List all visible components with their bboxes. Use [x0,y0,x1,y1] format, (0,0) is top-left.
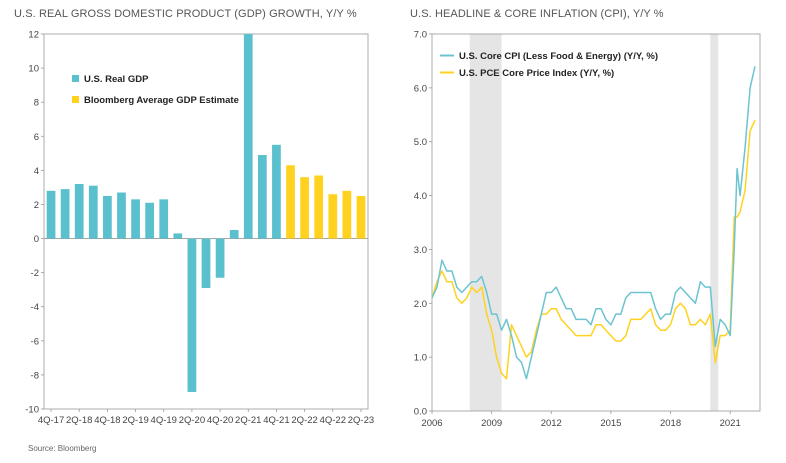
gdp-bar-actual [215,238,225,278]
gdp-bar-actual [201,238,211,288]
source-note: Source: Bloomberg [28,444,97,453]
gdp-plot-frame [43,33,369,410]
gdp-y-tick-label: -2 [31,268,39,279]
inflation-y-tick-label: 4.0 [414,191,427,202]
gdp-y-tick-label: 10 [28,64,39,75]
gdp-x-tick-label: 4Q-21 [263,415,289,426]
gdp-bar-actual [257,155,267,239]
inflation-legend-label: U.S. Core CPI (Less Food & Energy) (Y/Y,… [459,51,658,62]
gdp-bar-estimate [286,165,295,239]
inflation-x-tick-label: 2018 [660,418,681,429]
gdp-legend-label: Bloomberg Average GDP Estimate [84,95,239,106]
inflation-x-tick-label: 2015 [600,418,621,429]
gdp-x-tick-label: 2Q-22 [291,415,317,426]
gdp-y-tick-label: -10 [25,405,39,416]
gdp-bar-actual [229,230,239,239]
inflation-y-tick-label: 7.0 [414,30,427,41]
gdp-x-tick-label: 4Q-22 [320,415,346,426]
gdp-legend-swatch [72,75,79,82]
gdp-bar-actual [60,189,70,239]
gdp-y-tick-label: -6 [31,336,39,347]
gdp-bar-estimate [342,190,352,239]
inflation-chart-title: U.S. HEADLINE & CORE INFLATION (CPI), Y/… [410,8,664,20]
inflation-legend-label: U.S. PCE Core Price Index (Y/Y, %) [459,68,614,79]
gdp-bar-actual [159,199,169,239]
gdp-x-tick-label: 4Q-17 [38,415,64,426]
inflation-plot-frame [431,33,761,412]
gdp-bar-actual [74,184,84,239]
gdp-bar-estimate [314,175,324,239]
gdp-bar-actual [187,238,197,392]
gdp-x-tick-label: 2Q-23 [348,415,374,426]
inflation-x-tick-label: 2021 [720,418,741,429]
gdp-bar-estimate [328,194,338,239]
core-cpi-line [431,66,756,380]
gdp-bar-actual [46,190,56,239]
inflation-y-tick-label: 2.0 [414,299,427,310]
gdp-y-tick-label: -8 [31,370,39,381]
gdp-x-tick-label: 2Q-20 [179,415,205,426]
gdp-bar-estimate [300,177,309,239]
recession-band [710,34,719,411]
inflation-y-tick-label: 0.0 [414,407,427,418]
inflation-x-tick-label: 2009 [481,418,502,429]
gdp-bar-actual [117,192,126,239]
gdp-y-tick-label: 12 [28,30,39,41]
gdp-y-tick-label: 0 [34,234,39,245]
gdp-bar-actual [131,199,140,239]
gdp-legend-label: U.S. Real GDP [84,74,149,85]
inflation-y-tick-label: 5.0 [414,137,427,148]
gdp-y-tick-label: 4 [34,166,39,177]
gdp-legend-swatch [72,96,79,103]
gdp-x-tick-label: 4Q-20 [207,415,233,426]
gdp-chart-title: U.S. REAL GROSS DOMESTIC PRODUCT (GDP) G… [14,8,357,20]
recession-band [469,34,502,411]
gdp-y-tick-label: 8 [34,98,39,109]
inflation-y-tick-label: 3.0 [414,245,427,256]
gdp-x-tick-label: 4Q-18 [94,415,120,426]
gdp-bar-estimate [356,195,366,239]
gdp-bar-actual [272,144,281,239]
inflation-x-tick-label: 2006 [421,418,442,429]
pce-core-line [431,119,756,380]
inflation-y-tick-label: 6.0 [414,83,427,94]
gdp-y-tick-label: 2 [34,200,39,211]
inflation-y-tick-label: 1.0 [414,353,427,364]
gdp-y-tick-label: 6 [34,132,39,143]
gdp-bar-actual [173,233,183,239]
gdp-x-tick-label: 2Q-21 [235,415,261,426]
gdp-y-tick-label: -4 [31,302,39,313]
gdp-x-tick-label: 4Q-19 [151,415,177,426]
gdp-x-tick-label: 2Q-19 [122,415,148,426]
gdp-bar-actual [243,34,253,239]
gdp-bar-actual [145,202,155,239]
gdp-x-tick-label: 2Q-18 [66,415,92,426]
inflation-x-tick-label: 2012 [541,418,562,429]
gdp-bar-actual [88,185,98,239]
gdp-bar-actual [103,195,112,239]
